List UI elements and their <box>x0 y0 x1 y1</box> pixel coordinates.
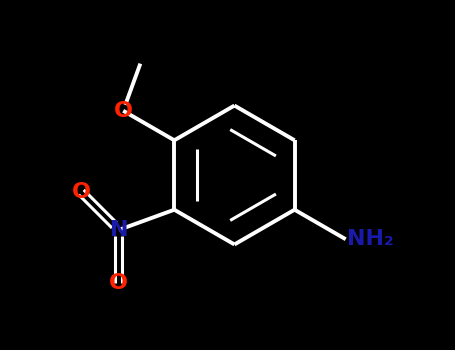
Text: N: N <box>110 220 128 240</box>
Text: O: O <box>109 273 128 293</box>
Text: O: O <box>114 101 133 121</box>
Text: NH₂: NH₂ <box>348 229 394 249</box>
Text: O: O <box>72 182 91 202</box>
